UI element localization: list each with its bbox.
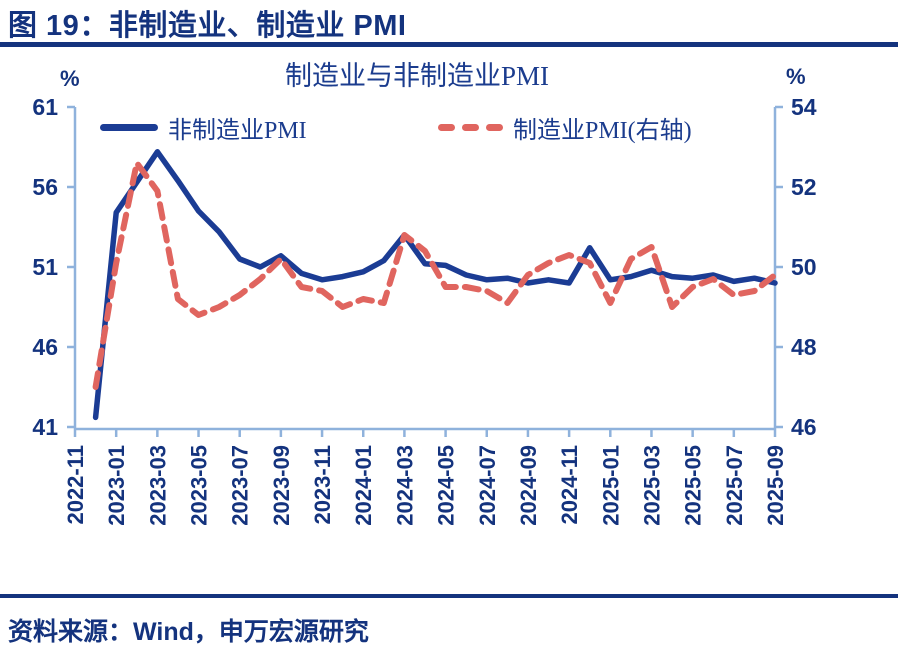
x-axis-tick-label: 2022-11 bbox=[63, 445, 88, 525]
x-axis-tick-label: 2023-03 bbox=[145, 445, 170, 526]
x-axis-tick-label: 2024-03 bbox=[392, 445, 417, 526]
x-axis-tick-label: 2025-09 bbox=[763, 445, 788, 526]
left-axis-unit-label: % bbox=[60, 66, 80, 91]
pmi-line-chart: 61 56 51 46 41% 54 52 50 48 46% 2022-11 2023-01 2023… bbox=[32, 64, 817, 526]
x-axis-tick-label: 2024-01 bbox=[351, 445, 376, 526]
source-note: 资料来源：Wind，申万宏源研究 bbox=[8, 618, 369, 646]
x-axis-tick-label: 2025-05 bbox=[681, 445, 706, 526]
x-axis-tick-label: 2023-01 bbox=[104, 445, 129, 526]
x-axis-tick-label: 2024-11 bbox=[557, 445, 582, 525]
legend-item-non-manufacturing: 非制造业PMI bbox=[100, 110, 307, 145]
left-axis-tick-label: 46 bbox=[32, 334, 58, 360]
left-axis-tick-label: 41 bbox=[32, 414, 58, 440]
x-axis-tick-label: 2025-03 bbox=[639, 445, 664, 526]
x-axis-tick-label: 2025-01 bbox=[598, 445, 623, 526]
x-axis-tick-label: 2023-09 bbox=[269, 445, 294, 526]
left-axis-tick-label: 56 bbox=[32, 174, 58, 200]
legend-item-manufacturing: 制造业PMI(右轴) bbox=[438, 110, 692, 145]
left-axis-tick-label: 61 bbox=[32, 94, 58, 120]
x-axis-tick-label: 2025-07 bbox=[722, 445, 747, 526]
right-axis-tick-label: 50 bbox=[791, 254, 817, 280]
legend-label-non-manufacturing: 非制造业PMI bbox=[168, 118, 307, 144]
legend-label-manufacturing: 制造业PMI(右轴) bbox=[513, 118, 692, 144]
x-axis-tick-label: 2023-07 bbox=[228, 445, 253, 526]
non-manufacturing-pmi-line bbox=[92, 149, 778, 421]
x-axis-tick-label: 2024-07 bbox=[475, 445, 500, 526]
title-divider bbox=[0, 42, 898, 47]
axis-frame bbox=[73, 107, 777, 431]
figure-title: 图 19：非制造业、制造业 PMI bbox=[8, 10, 407, 42]
right-axis-tick-label: 52 bbox=[791, 174, 817, 200]
x-axis-tick-label: 2024-09 bbox=[516, 445, 541, 526]
footer-divider bbox=[0, 594, 898, 598]
right-axis-tick-label: 46 bbox=[791, 414, 817, 440]
right-axis-unit-label: % bbox=[786, 64, 806, 89]
right-axis-tick-label: 54 bbox=[791, 94, 817, 120]
right-axis-tick-label: 48 bbox=[791, 334, 817, 360]
chart-title: 制造业与非制造业PMI bbox=[284, 61, 549, 91]
x-axis-tick-label: 2023-05 bbox=[187, 445, 212, 526]
dashed-line-icon bbox=[438, 124, 503, 131]
x-axis-tick-label: 2023-11 bbox=[310, 445, 335, 525]
left-axis-tick-label: 51 bbox=[32, 254, 58, 280]
solid-line-icon bbox=[100, 124, 158, 131]
manufacturing-pmi-line bbox=[92, 160, 778, 390]
x-axis-tick-label: 2024-05 bbox=[434, 445, 459, 526]
